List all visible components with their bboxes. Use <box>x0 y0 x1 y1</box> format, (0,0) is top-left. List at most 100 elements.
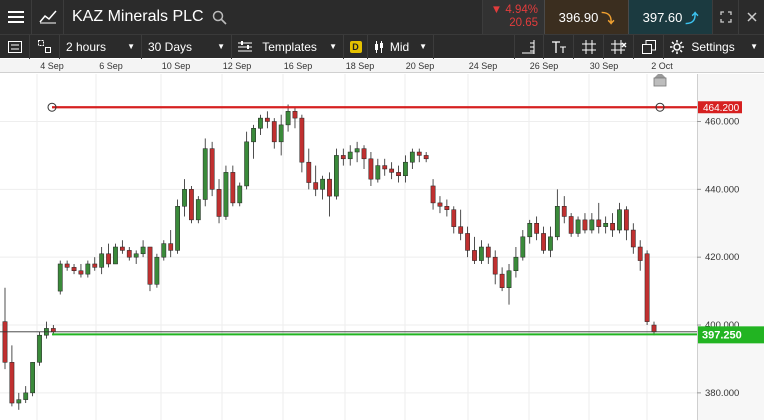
candle-body <box>9 362 15 404</box>
price-type-dropdown[interactable]: Mid ▼ <box>368 34 434 59</box>
candle-body <box>520 236 526 258</box>
price-chart[interactable]: 460.000 440.000 420.000 400.000 380.000 464.2… <box>0 74 764 420</box>
candle-body <box>278 124 284 143</box>
grid-layout-icon <box>38 40 51 53</box>
search-icon[interactable] <box>212 10 227 25</box>
instrument-title[interactable]: KAZ Minerals PLC <box>64 0 482 34</box>
chevron-down-icon: ▼ <box>217 42 225 51</box>
candle-body <box>506 270 512 288</box>
maximize-button[interactable] <box>712 0 738 34</box>
candle-body <box>534 223 540 234</box>
candle-body <box>119 246 125 251</box>
candle-body <box>313 182 319 190</box>
upper-line-price-tag <box>698 101 742 114</box>
line-handle-right <box>655 102 665 112</box>
candle-body <box>140 246 146 255</box>
candle-body <box>451 209 457 227</box>
candle-body <box>57 263 63 292</box>
price-tick-label: 400.000 <box>705 320 739 331</box>
candle-body <box>264 117 270 122</box>
price-type-value: Mid <box>389 39 410 54</box>
copy-icon <box>641 39 656 54</box>
candle-body <box>71 267 77 271</box>
candle-body <box>2 321 8 363</box>
scroll-marker-box <box>653 77 667 87</box>
menu-button[interactable] <box>0 0 32 34</box>
drawing-tools-button[interactable] <box>514 34 544 59</box>
chart-canvas[interactable]: 460.000 440.000 420.000 400.000 380.000 464.2… <box>0 74 764 420</box>
candle-body <box>444 206 450 210</box>
text-icon <box>551 40 566 53</box>
candle-body <box>603 223 609 227</box>
candle-body <box>258 117 263 129</box>
candle-body <box>610 223 615 231</box>
candle-body <box>375 165 381 180</box>
candle-body <box>292 111 298 119</box>
candle-body <box>168 243 174 251</box>
candle-body <box>617 209 622 231</box>
candle-body <box>347 151 353 160</box>
candle-body <box>334 155 339 197</box>
candle-body <box>548 236 553 251</box>
buy-price: 397.60 <box>642 9 683 25</box>
interval-dropdown[interactable]: 2 hours ▼ <box>60 34 142 59</box>
candle-body <box>16 399 22 404</box>
price-type-badge-label: D <box>349 40 362 53</box>
chevron-down-icon: ▼ <box>329 42 337 51</box>
sell-button[interactable]: 396.90 ⤵ <box>544 0 628 34</box>
candle-body <box>161 243 167 258</box>
toolbar-menu-button[interactable] <box>0 34 30 59</box>
range-dropdown[interactable]: 30 Days ▼ <box>142 34 232 59</box>
price-type-badge[interactable]: D <box>344 34 368 59</box>
upper-line-price-label: 464.200 <box>703 103 740 114</box>
line-chart-icon <box>38 10 57 24</box>
close-button[interactable] <box>738 0 764 34</box>
candle-body <box>216 189 222 217</box>
candle-body <box>575 219 581 234</box>
layout-button[interactable] <box>30 34 60 59</box>
candle-body <box>396 172 401 177</box>
hash-grid-icon <box>581 39 596 54</box>
candle-body <box>237 185 243 204</box>
candle-body <box>327 178 332 197</box>
candle-body <box>513 256 519 271</box>
indicators-button[interactable] <box>604 34 634 59</box>
templates-dropdown[interactable]: Templates ▼ <box>232 34 344 59</box>
date-tick-label: 16 Sep <box>283 61 313 71</box>
candle-body <box>409 151 415 163</box>
candle-body <box>50 328 56 333</box>
candle-body <box>382 165 388 170</box>
down-triangle-icon: ▼ <box>490 4 503 16</box>
candle-body <box>85 263 91 275</box>
chart-type-button[interactable] <box>32 0 64 34</box>
candle-body <box>416 151 422 156</box>
indicators-icon <box>610 39 626 54</box>
hamburger-icon <box>7 11 24 23</box>
change-percent-row: ▼ 4.94% <box>491 4 538 17</box>
templates-icon <box>238 40 252 51</box>
settings-dropdown[interactable]: Settings ▼ <box>664 35 764 59</box>
list-icon <box>7 40 22 53</box>
candle-body <box>126 250 132 258</box>
candle-body <box>596 219 602 227</box>
candle-body <box>361 148 367 160</box>
instrument-name: KAZ Minerals PLC <box>72 8 204 25</box>
candle-body <box>285 111 291 126</box>
duplicate-button[interactable] <box>634 34 664 59</box>
text-tool-button[interactable] <box>544 34 574 59</box>
grid-toggle-button[interactable] <box>574 34 604 59</box>
candle-body <box>30 362 36 394</box>
line-handle-left <box>47 102 57 112</box>
candle-body <box>147 246 153 285</box>
candle-body <box>340 155 346 160</box>
candle-body <box>623 209 629 231</box>
plot-background <box>0 74 697 420</box>
price-tick-label: 380.000 <box>705 388 739 399</box>
candle-body <box>465 233 470 251</box>
interval-value: 2 hours <box>66 39 107 54</box>
buy-arrow-icon: ⤴ <box>685 10 699 26</box>
candle-body <box>306 161 312 183</box>
candle-body <box>320 178 325 190</box>
date-axis: 4 Sep 6 Sep 10 Sep 12 Sep 16 Sep 18 Sep 20 Sep… <box>0 59 764 73</box>
buy-button[interactable]: 397.60 ⤴ <box>628 0 712 34</box>
